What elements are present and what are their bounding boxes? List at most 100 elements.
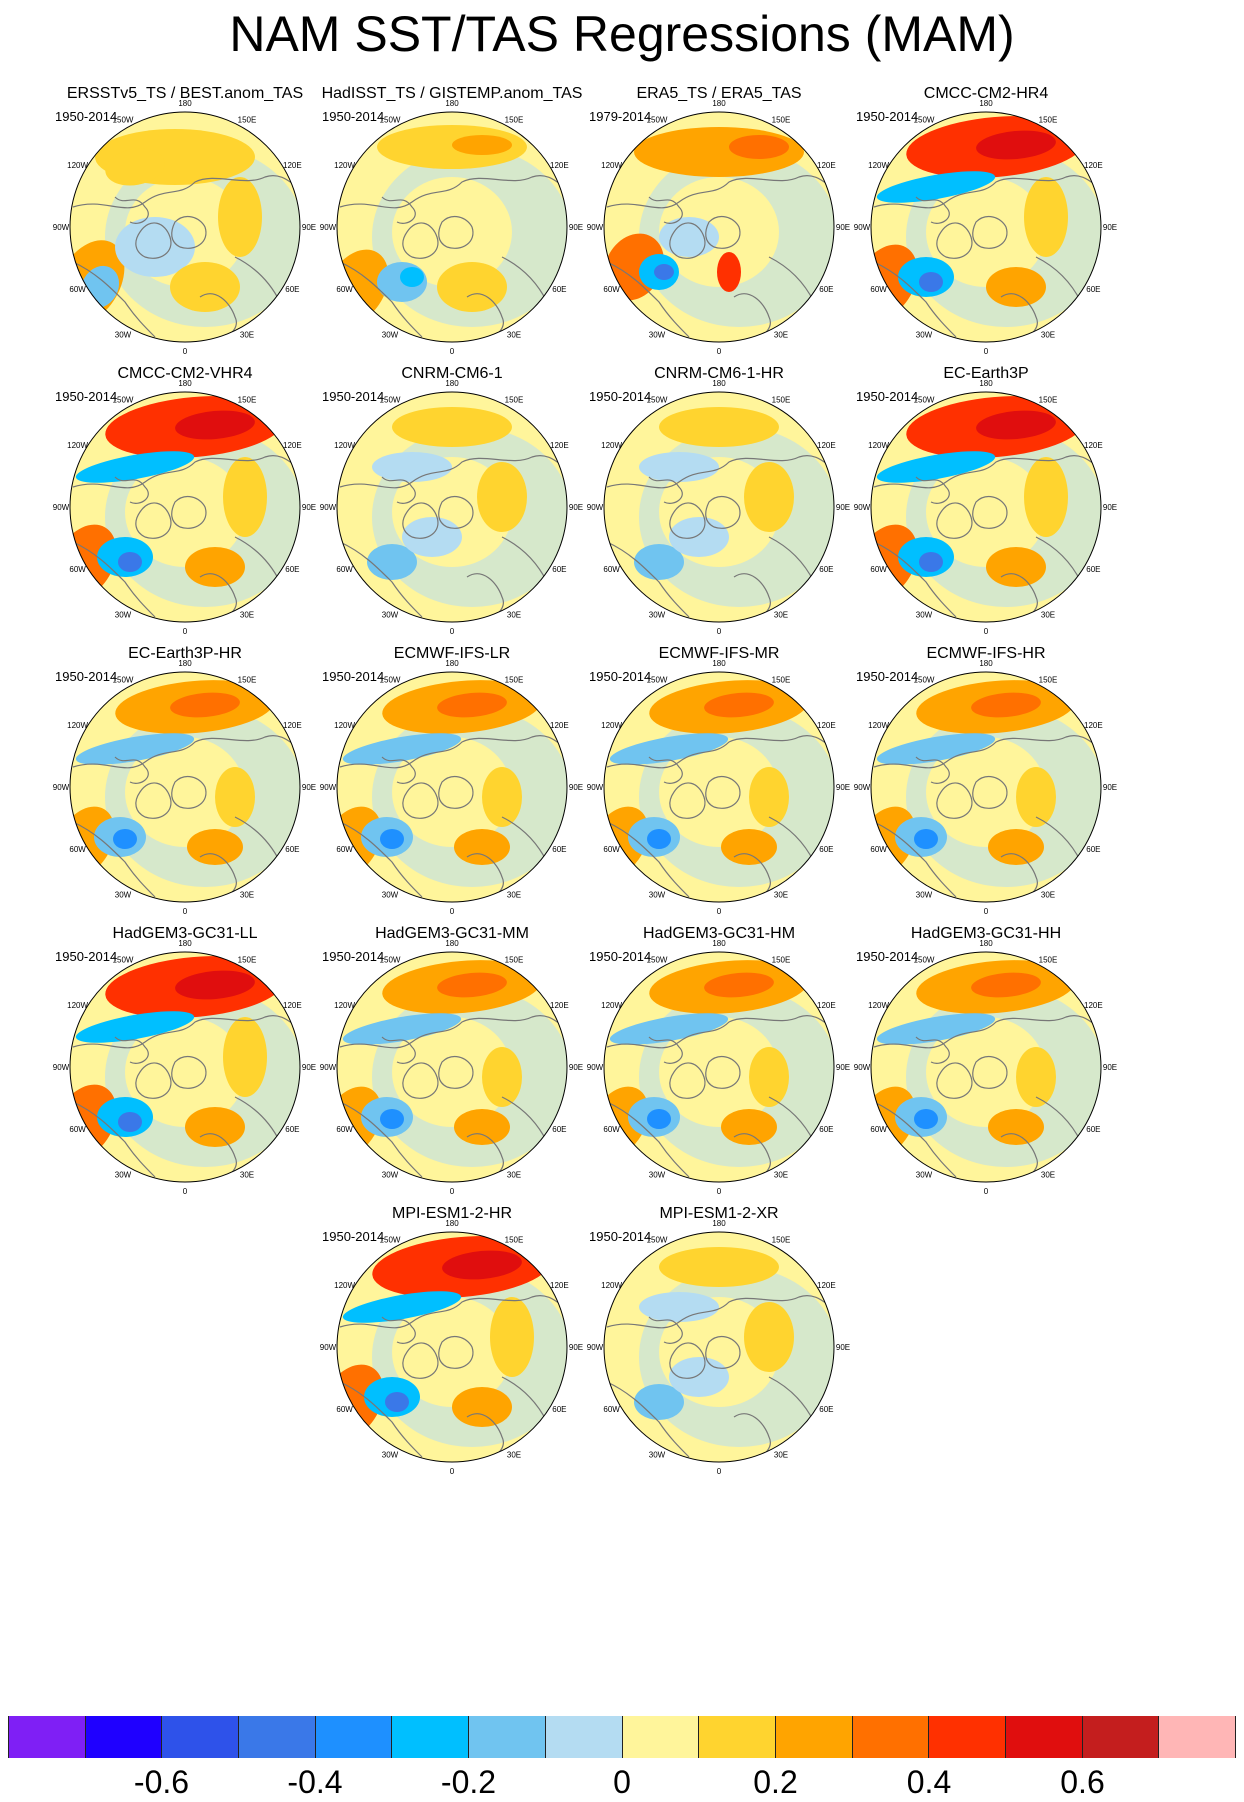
longitude-label: 90W [320,783,337,792]
longitude-label: 60W [69,285,86,294]
panel-title: ERSSTv5_TS / BEST.anom_TAS [66,85,304,102]
longitude-label: 180 [712,99,726,108]
longitude-label: 60W [603,285,620,294]
anomaly-region [609,733,729,765]
longitude-label: 60E [552,565,566,574]
longitude-label: 90E [836,503,850,512]
longitude-label: 150E [772,956,791,965]
panel-period: 1950-2014 [856,669,919,684]
longitude-label: 30E [1041,890,1055,899]
longitude-label: 120E [550,161,569,170]
anomaly-region [367,544,417,580]
longitude-label: 90E [569,783,583,792]
anomaly-region [185,1107,245,1147]
longitude-label: 60E [1086,565,1100,574]
longitude-label: 0 [183,347,188,356]
longitude-label: 60W [870,1125,887,1134]
longitude-label: 30E [240,610,254,619]
anomaly-region [647,829,671,849]
longitude-label: 0 [717,907,722,916]
longitude-label: 60W [603,565,620,574]
longitude-label: 150W [380,116,401,125]
longitude-label: 30W [115,890,132,899]
colorbar-tick-label: 0.6 [1060,1764,1105,1800]
map-panel: 180 150E 120E 90E 60E 30E 0 30W 60W 90W 120W 150W CM… [836,84,1136,384]
longitude-label: 120W [334,1001,355,1010]
longitude-label: 90E [1103,223,1117,232]
panel-title: MPI-ESM1-2-XR [659,1205,779,1222]
coastlines [339,735,565,900]
longitude-label: 60W [603,845,620,854]
polar-map: 180 150E 120E 90E 60E 30E 0 30W 60W 90W 120W 150W [53,659,316,916]
longitude-label: 0 [984,1187,989,1196]
longitude-label: 30W [115,1170,132,1179]
longitude-label: 60E [285,845,299,854]
map-panel: 180 150E 120E 90E 60E 30E 0 30W 60W 90W 120W 150W CM… [35,364,335,664]
longitude-label: 120W [334,161,355,170]
longitude-label: 120E [283,721,302,730]
panel-title: MPI-ESM1-2-HR [391,1205,512,1222]
longitude-label: 90W [53,1063,70,1072]
anomaly-region [609,1013,729,1045]
longitude-label: 90W [854,223,871,232]
longitude-label: 30E [507,890,521,899]
longitude-label: 90W [320,1343,337,1352]
anomaly-region [744,462,794,532]
colorbar-swatch [699,1716,776,1758]
longitude-label: 120W [868,721,889,730]
polar-map: 180 150E 120E 90E 60E 30E 0 30W 60W 90W 120W 150W [53,99,316,356]
longitude-label: 180 [712,659,726,668]
longitude-label: 180 [445,379,459,388]
longitude-label: 30E [240,890,254,899]
longitude-label: 120W [67,721,88,730]
colorbar-swatch [545,1716,623,1758]
longitude-label: 60E [285,565,299,574]
longitude-label: 30E [507,610,521,619]
longitude-label: 60E [285,285,299,294]
panel-title: HadGEM3-GC31-MM [375,925,529,942]
longitude-label: 60E [1086,1125,1100,1134]
longitude-label: 30E [774,890,788,899]
longitude-label: 120E [1084,1001,1103,1010]
longitude-label: 120W [601,721,622,730]
longitude-label: 60E [1086,285,1100,294]
panel-title: HadGEM3-GC31-HH [910,925,1062,942]
longitude-label: 120W [334,1281,355,1290]
longitude-label: 180 [712,1219,726,1228]
longitude-label: 150E [238,676,257,685]
longitude-label: 150E [505,396,524,405]
longitude-label: 0 [984,347,989,356]
panel-title: HadGEM3-GC31-HM [642,925,796,942]
map-border [336,1231,568,1463]
longitude-label: 90W [320,1063,337,1072]
longitude-label: 150W [647,1236,668,1245]
longitude-label: 60W [336,845,353,854]
longitude-label: 120E [817,1001,836,1010]
longitude-label: 90E [1103,503,1117,512]
anomaly-region [437,692,507,718]
longitude-label: 60E [819,565,833,574]
longitude-label: 180 [178,939,192,948]
longitude-label: 150E [238,396,257,405]
colorbar-tick-label: -0.4 [287,1764,343,1800]
longitude-label: 180 [445,939,459,948]
longitude-label: 90W [587,503,604,512]
longitude-label: 0 [984,907,989,916]
longitude-label: 150W [380,1236,401,1245]
polar-map: 180 150E 120E 90E 60E 30E 0 30W 60W 90W 120W 150W [320,379,583,636]
anomaly-region [187,829,243,865]
longitude-label: 30W [916,330,933,339]
anomaly-region [721,1109,777,1145]
anomaly-region [454,829,510,865]
longitude-label: 150E [772,676,791,685]
anomaly-region [342,1291,462,1323]
longitude-label: 0 [450,1187,455,1196]
anomaly-region [876,171,996,203]
anomaly-region [482,1047,522,1107]
anomaly-region [971,692,1041,718]
map-border [603,111,835,343]
longitude-label: 150E [505,1236,524,1245]
map-panel: 180 150E 120E 90E 60E 30E 0 30W 60W 90W 120W 150W EC… [302,644,602,944]
map-panel: 180 150E 120E 90E 60E 30E 0 30W 60W 90W 120W 150W ER… [569,84,869,384]
longitude-label: 180 [712,379,726,388]
